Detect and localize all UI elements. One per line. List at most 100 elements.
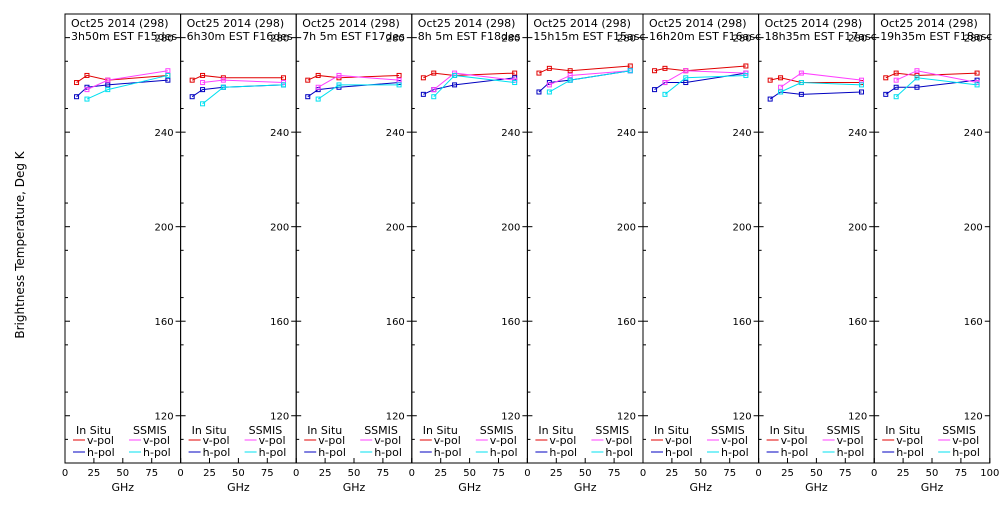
legend-in-situ-v-pol-label: v-pol — [434, 434, 461, 447]
panel-subtitle: 16h20m EST F16asc — [649, 30, 761, 43]
legend-in-situ-h-pol-label: h-pol — [203, 446, 231, 459]
legend-ssmis-v-pol-label: v-pol — [721, 434, 748, 447]
series-line-in-situ-v-pol — [538, 65, 631, 74]
data-point-ssmis-h-pol — [662, 91, 668, 97]
y-tick-label: 120 — [501, 412, 520, 423]
data-point-ssmis-v-pol — [546, 82, 552, 88]
data-point-ssmis-h-pol — [280, 82, 286, 88]
x-tick-label: 50 — [463, 468, 476, 479]
x-tick-label: 50 — [116, 468, 129, 479]
data-point-in-situ-v-pol — [974, 70, 980, 76]
y-tick-label: 240 — [270, 128, 289, 139]
x-tick-label: 50 — [232, 468, 245, 479]
data-point-in-situ-v-pol — [431, 70, 437, 76]
panel-6: Oct25 2014 (298)16h20m EST F16asc 120 160 2… — [640, 13, 761, 494]
data-point-ssmis-v-pol — [431, 87, 437, 93]
y-tick-label: 240 — [848, 128, 867, 139]
legend-heading-in-situ: In Situ — [307, 424, 342, 437]
y-tick-label: 240 — [501, 128, 520, 139]
x-tick-label: 75 — [723, 468, 736, 479]
legend-heading-ssmis: SSMIS — [249, 424, 283, 437]
data-point-in-situ-v-pol — [200, 72, 206, 78]
panel-5: Oct25 2014 (298)15h15m EST F15asc 120 160 2… — [524, 13, 646, 494]
data-point-in-situ-v-pol — [567, 68, 573, 74]
data-point-in-situ-v-pol — [743, 63, 749, 69]
x-tick-label: 0 — [755, 468, 761, 479]
y-tick-label: 200 — [848, 223, 867, 234]
panel-subtitle: 19h35m EST F18asc — [880, 30, 992, 43]
data-point-in-situ-h-pol — [536, 89, 542, 95]
series-line-in-situ-v-pol — [885, 72, 978, 79]
data-point-in-situ-v-pol — [74, 80, 80, 86]
y-tick-label: 200 — [155, 223, 174, 234]
x-tick-label: 25 — [781, 468, 794, 479]
x-tick-label: 50 — [926, 468, 939, 479]
data-point-ssmis-v-pol — [662, 80, 668, 86]
series-line-ssmis-h-pol — [549, 70, 631, 93]
legend-heading-in-situ: In Situ — [654, 424, 689, 437]
data-point-ssmis-h-pol — [858, 82, 864, 88]
data-point-ssmis-v-pol — [220, 77, 226, 83]
panel-3: Oct25 2014 (298)7h 5m EST F17des 120 160 20… — [293, 13, 413, 494]
data-point-in-situ-h-pol — [165, 77, 171, 83]
y-tick-label: 120 — [964, 412, 983, 423]
x-tick-label: 50 — [579, 468, 592, 479]
y-tick-label: 280 — [964, 34, 983, 45]
data-point-in-situ-v-pol — [315, 72, 321, 78]
x-axis-label: GHz — [690, 481, 713, 494]
y-tick-label: 200 — [501, 223, 520, 234]
legend-ssmis-h-pol-label: h-pol — [259, 446, 287, 459]
panel-frame — [758, 13, 875, 464]
y-tick-label: 120 — [270, 412, 289, 423]
legend-in-situ-h-pol-label: h-pol — [434, 446, 462, 459]
legend-heading-in-situ: In Situ — [770, 424, 805, 437]
y-tick-label: 280 — [501, 34, 520, 45]
legend-heading-ssmis: SSMIS — [133, 424, 167, 437]
y-tick-label: 280 — [848, 34, 867, 45]
y-tick-label: 200 — [270, 223, 289, 234]
data-point-ssmis-v-pol — [914, 68, 920, 74]
x-tick-label: 0 — [177, 468, 183, 479]
data-point-ssmis-h-pol — [396, 82, 402, 88]
y-tick-label: 280 — [386, 34, 405, 45]
legend-ssmis-h-pol-label: h-pol — [374, 446, 402, 459]
data-point-ssmis-h-pol — [105, 87, 111, 93]
data-point-ssmis-h-pol — [743, 72, 749, 78]
x-axis-label: GHz — [574, 481, 597, 494]
panel-frame — [642, 13, 760, 464]
legend-heading-in-situ: In Situ — [885, 424, 920, 437]
y-tick-label: 160 — [386, 317, 405, 328]
legend-in-situ-h-pol-label: h-pol — [896, 446, 924, 459]
y-tick-label: 200 — [617, 223, 636, 234]
series-line-ssmis-h-pol — [86, 74, 168, 100]
x-tick-label: 25 — [666, 468, 679, 479]
legend-ssmis-h-pol-label: h-pol — [721, 446, 749, 459]
data-point-ssmis-h-pol — [452, 72, 458, 78]
data-point-in-situ-v-pol — [546, 65, 552, 71]
legend-in-situ-h-pol-label: h-pol — [781, 446, 809, 459]
data-point-in-situ-h-pol — [452, 82, 458, 88]
panel-1: Oct25 2014 (298)3h50m EST F15des 120 160 20… — [62, 13, 182, 494]
panel-title: Oct25 2014 (298) — [765, 17, 863, 30]
y-tick-label: 120 — [617, 412, 636, 423]
legend-ssmis-v-pol-label: v-pol — [490, 434, 517, 447]
legend-ssmis-v-pol-label: v-pol — [837, 434, 864, 447]
series-line-ssmis-h-pol — [317, 84, 400, 100]
data-point-in-situ-v-pol — [396, 72, 402, 78]
legend-in-situ-h-pol-label: h-pol — [318, 446, 346, 459]
legend-heading-in-situ: In Situ — [192, 424, 227, 437]
series-line-ssmis-h-pol — [664, 74, 746, 95]
series-line-ssmis-v-pol — [317, 74, 400, 88]
data-point-in-situ-h-pol — [914, 84, 920, 90]
legend-heading-ssmis: SSMIS — [595, 424, 629, 437]
y-tick-label: 240 — [617, 128, 636, 139]
legend-heading-in-situ: In Situ — [76, 424, 111, 437]
legend-heading-ssmis: SSMIS — [480, 424, 514, 437]
series-line-in-situ-h-pol — [885, 79, 978, 95]
x-axis-label: GHz — [343, 481, 366, 494]
y-tick-label: 280 — [733, 34, 752, 45]
data-point-in-situ-v-pol — [420, 75, 426, 81]
x-tick-label: 0 — [62, 468, 68, 479]
